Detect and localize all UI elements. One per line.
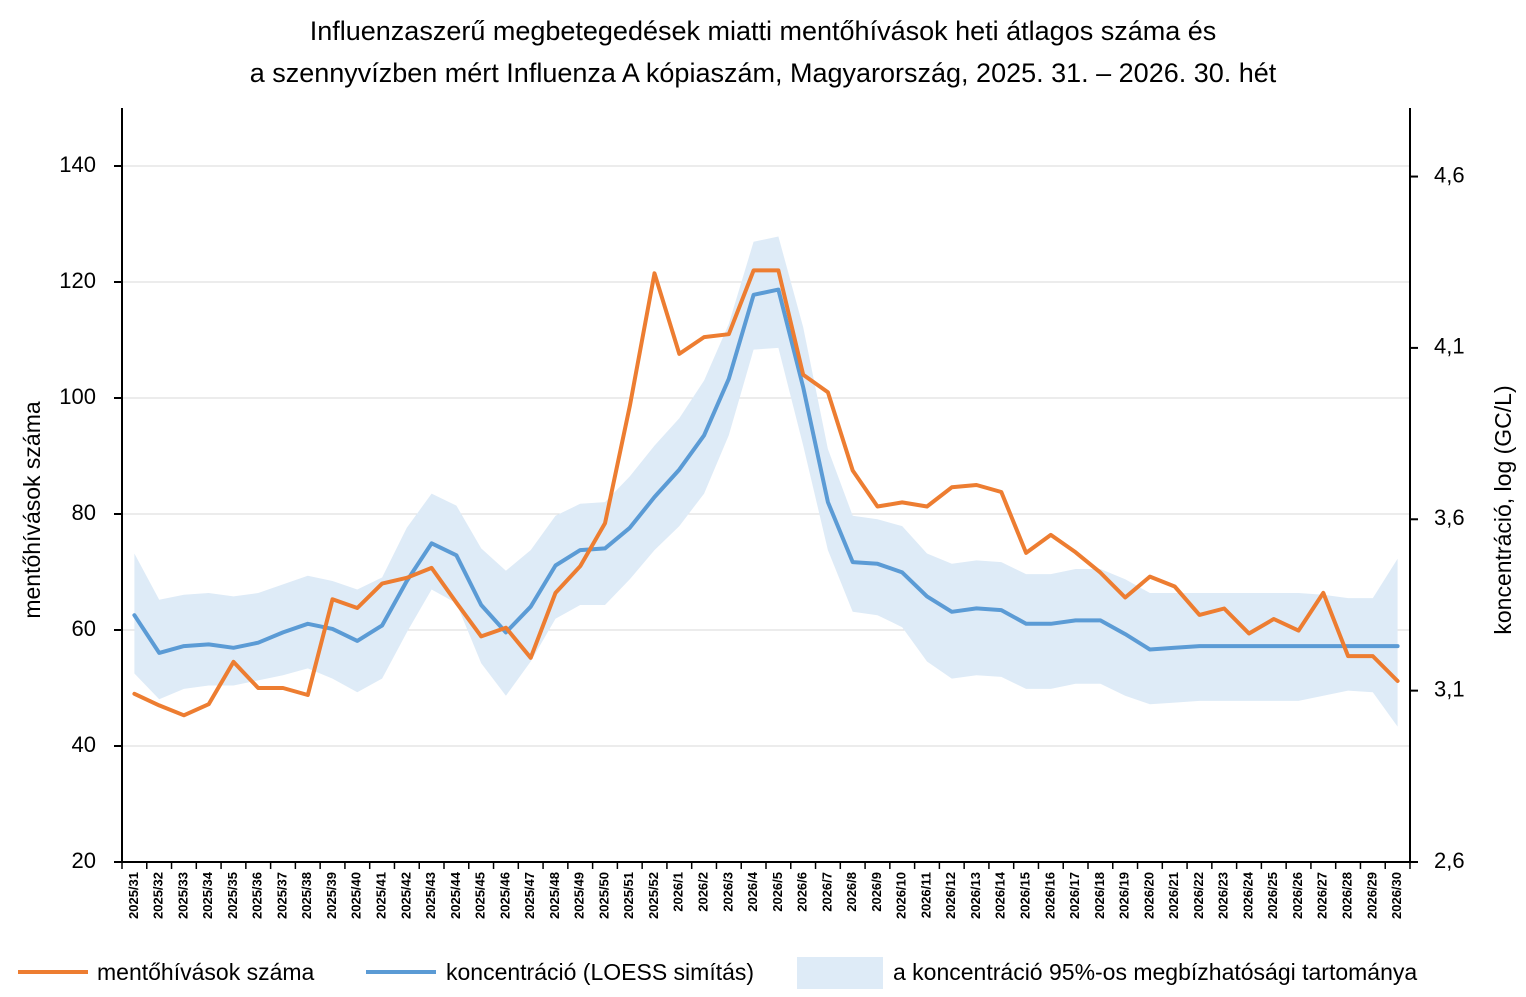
axes xyxy=(121,108,1411,863)
x-axis-ticks: 2025/31 2025/32 2025/33 2025/34 2025/35 2025/… xyxy=(121,862,1411,919)
x-tick-label-5: 2025/36 xyxy=(250,872,265,919)
x-tick-label-22: 2026/1 xyxy=(671,872,686,912)
x-tick-label-43: 2026/22 xyxy=(1191,872,1206,919)
legend-label-calls: mentőhívások száma xyxy=(97,959,315,985)
x-tick-label-27: 2026/6 xyxy=(795,872,810,912)
x-tick-label-16: 2025/47 xyxy=(522,872,537,919)
legend-label-concentration: koncentráció (LOESS simítás) xyxy=(446,959,754,985)
x-tick-label-32: 2026/11 xyxy=(918,872,933,918)
left-tick-label-140: 140 xyxy=(59,152,96,177)
x-tick-label-28: 2026/7 xyxy=(819,872,834,912)
x-tick-label-23: 2026/2 xyxy=(696,872,711,912)
x-tick-label-34: 2026/13 xyxy=(968,872,983,919)
right-tick-label-1: 3,1 xyxy=(1434,676,1465,701)
x-tick-label-12: 2025/43 xyxy=(423,872,438,919)
left-axis-ticks: 20 40 60 80 100 120 140 xyxy=(59,152,122,873)
x-tick-label-13: 2025/44 xyxy=(448,871,463,919)
x-tick-label-37: 2026/16 xyxy=(1042,872,1057,919)
x-tick-label-36: 2026/15 xyxy=(1018,872,1033,919)
x-tick-label-33: 2026/12 xyxy=(943,872,958,919)
left-tick-label-20: 20 xyxy=(72,848,96,873)
left-axis-label: mentőhívások száma xyxy=(19,401,45,619)
legend-label-band: a koncentráció 95%-os megbízhatósági tar… xyxy=(893,959,1417,985)
left-tick-label-100: 100 xyxy=(59,384,96,409)
x-tick-label-2: 2025/33 xyxy=(175,872,190,919)
x-tick-label-50: 2026/29 xyxy=(1364,872,1379,919)
x-tick-label-51: 2026/30 xyxy=(1389,872,1404,919)
x-tick-label-39: 2026/18 xyxy=(1092,872,1107,919)
x-tick-label-0: 2025/31 xyxy=(126,872,141,919)
x-tick-label-24: 2026/3 xyxy=(720,872,735,912)
x-tick-label-41: 2026/20 xyxy=(1141,872,1156,919)
x-tick-label-35: 2026/14 xyxy=(993,871,1008,919)
x-tick-label-7: 2025/38 xyxy=(299,872,314,919)
x-tick-label-11: 2025/42 xyxy=(398,872,413,919)
confidence-band xyxy=(134,236,1398,727)
calls-line xyxy=(132,268,1400,718)
x-tick-label-48: 2026/27 xyxy=(1315,872,1330,919)
x-tick-label-26: 2026/5 xyxy=(770,872,785,912)
x-tick-label-8: 2025/39 xyxy=(324,872,339,919)
right-tick-label-3: 4,1 xyxy=(1434,334,1465,359)
x-tick-label-44: 2026/23 xyxy=(1216,872,1231,919)
x-tick-label-47: 2026/26 xyxy=(1290,872,1305,919)
x-tick-label-21: 2025/52 xyxy=(646,872,661,919)
right-tick-label-4: 4,6 xyxy=(1434,162,1465,187)
x-tick-label-42: 2026/21 xyxy=(1166,872,1181,919)
x-tick-label-49: 2026/28 xyxy=(1340,872,1355,919)
legend-swatch-band xyxy=(797,957,883,989)
confidence-band-area xyxy=(134,236,1398,727)
right-tick-label-2: 3,6 xyxy=(1434,505,1465,530)
left-tick-label-40: 40 xyxy=(72,732,96,757)
left-tick-label-60: 60 xyxy=(72,616,96,641)
right-axis-label: koncentráció, log (GC/L) xyxy=(1490,385,1516,634)
x-tick-label-6: 2025/37 xyxy=(274,872,289,919)
x-tick-label-29: 2026/8 xyxy=(844,872,859,912)
series-lines xyxy=(132,268,1400,718)
x-tick-label-40: 2026/19 xyxy=(1117,872,1132,919)
x-tick-label-1: 2025/32 xyxy=(151,872,166,919)
x-tick-label-46: 2026/25 xyxy=(1265,872,1280,919)
gridlines xyxy=(122,165,1410,747)
left-tick-label-80: 80 xyxy=(72,500,96,525)
x-tick-label-25: 2026/4 xyxy=(745,871,760,912)
x-tick-label-31: 2026/10 xyxy=(894,872,909,919)
x-tick-label-19: 2025/50 xyxy=(596,872,611,919)
chart-title: Influenzaszerű megbetegedések miatti men… xyxy=(0,10,1526,94)
legend: mentőhívások száma koncentráció (LOESS s… xyxy=(18,957,1417,989)
x-tick-label-4: 2025/35 xyxy=(225,872,240,919)
x-tick-label-20: 2025/51 xyxy=(621,872,636,919)
x-tick-label-10: 2025/41 xyxy=(374,872,389,919)
x-tick-label-15: 2025/46 xyxy=(497,872,512,919)
x-tick-label-14: 2025/45 xyxy=(473,872,488,919)
right-tick-label-0: 2,6 xyxy=(1434,848,1465,873)
x-tick-label-18: 2025/49 xyxy=(572,872,587,919)
x-tick-label-38: 2026/17 xyxy=(1067,872,1082,919)
x-tick-label-3: 2025/34 xyxy=(200,871,215,919)
chart-title-line-1: Influenzaszerű megbetegedések miatti men… xyxy=(309,16,1217,46)
x-tick-label-45: 2026/24 xyxy=(1240,871,1255,919)
x-tick-label-17: 2025/48 xyxy=(547,872,562,919)
x-tick-label-9: 2025/40 xyxy=(349,872,364,919)
chart-title-line-2: a szennyvízben mért Influenza A kópiaszá… xyxy=(249,58,1277,88)
x-tick-label-30: 2026/9 xyxy=(869,872,884,912)
concentration-line xyxy=(132,287,1400,655)
right-axis-ticks: 2,6 3,1 3,6 4,1 4,6 xyxy=(1410,162,1465,873)
left-tick-label-120: 120 xyxy=(59,268,96,293)
